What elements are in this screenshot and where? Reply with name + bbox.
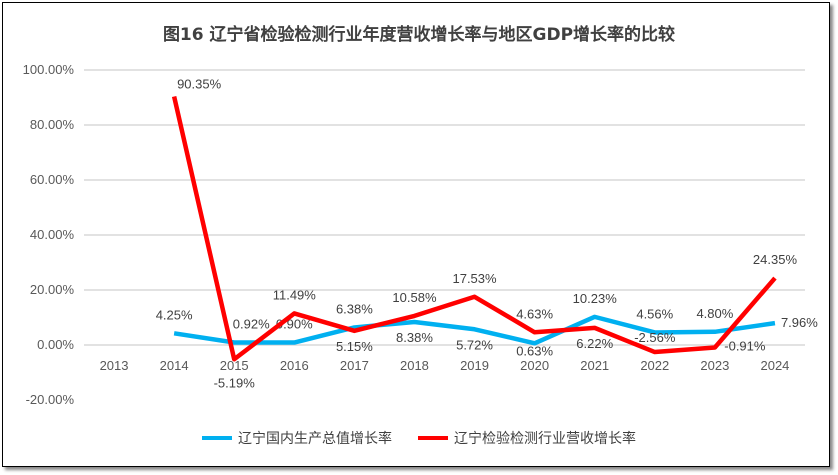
data-label: 0.92% (233, 316, 270, 331)
x-tick-label: 2014 (160, 358, 189, 373)
data-label: 7.96% (781, 315, 818, 330)
x-tick-label: 2016 (280, 358, 309, 373)
data-label: 11.49% (273, 287, 317, 302)
data-label: 17.53% (452, 271, 497, 286)
legend-item-revenue: 辽宁检验检测行业营收增长率 (418, 428, 636, 448)
x-tick-label: 2017 (340, 358, 369, 373)
data-label: 4.80% (696, 306, 733, 321)
x-tick-label: 2019 (460, 358, 489, 373)
data-label: 10.23% (573, 291, 618, 306)
x-tick-label: 2023 (700, 358, 729, 373)
data-label: -5.19% (214, 375, 256, 390)
data-label: 10.58% (392, 290, 437, 305)
x-tick-label: 2020 (520, 358, 549, 373)
legend-swatch-red (418, 436, 448, 440)
y-tick-label: 100.00% (23, 62, 75, 77)
data-label: 5.15% (336, 339, 373, 354)
legend-swatch-blue (202, 436, 232, 440)
y-tick-label: 80.00% (30, 117, 75, 132)
data-label: 4.25% (156, 307, 193, 322)
data-label: 0.63% (516, 343, 553, 358)
x-tick-label: 2022 (640, 358, 669, 373)
data-label: 90.35% (177, 77, 222, 92)
data-label: -2.56% (634, 330, 676, 345)
legend-item-gdp: 辽宁国内生产总值增长率 (202, 428, 392, 448)
y-tick-label: -20.00% (26, 392, 75, 407)
data-label: 6.38% (336, 301, 373, 316)
data-label: 5.72% (456, 337, 493, 352)
data-label: 4.63% (516, 306, 553, 321)
legend: 辽宁国内生产总值增长率 辽宁检验检测行业营收增长率 (0, 428, 838, 448)
y-tick-label: 20.00% (30, 282, 75, 297)
y-tick-label: 60.00% (30, 172, 75, 187)
y-tick-label: 40.00% (30, 227, 75, 242)
x-tick-label: 2021 (580, 358, 609, 373)
x-tick-label: 2018 (400, 358, 429, 373)
data-label: 4.56% (636, 306, 673, 321)
legend-label: 辽宁检验检测行业营收增长率 (454, 431, 636, 447)
x-tick-label: 2015 (220, 358, 249, 373)
x-tick-label: 2024 (760, 358, 789, 373)
data-label: 8.38% (396, 330, 433, 345)
x-tick-label: 2013 (100, 358, 129, 373)
data-label: 6.22% (576, 336, 613, 351)
y-tick-label: 0.00% (37, 337, 74, 352)
data-label: 24.35% (753, 252, 798, 267)
data-label: -0.91% (724, 339, 766, 354)
chart-title: 图16 辽宁省检验检测行业年度营收增长率与地区GDP增长率的比较 (162, 25, 676, 45)
legend-label: 辽宁国内生产总值增长率 (238, 431, 392, 447)
